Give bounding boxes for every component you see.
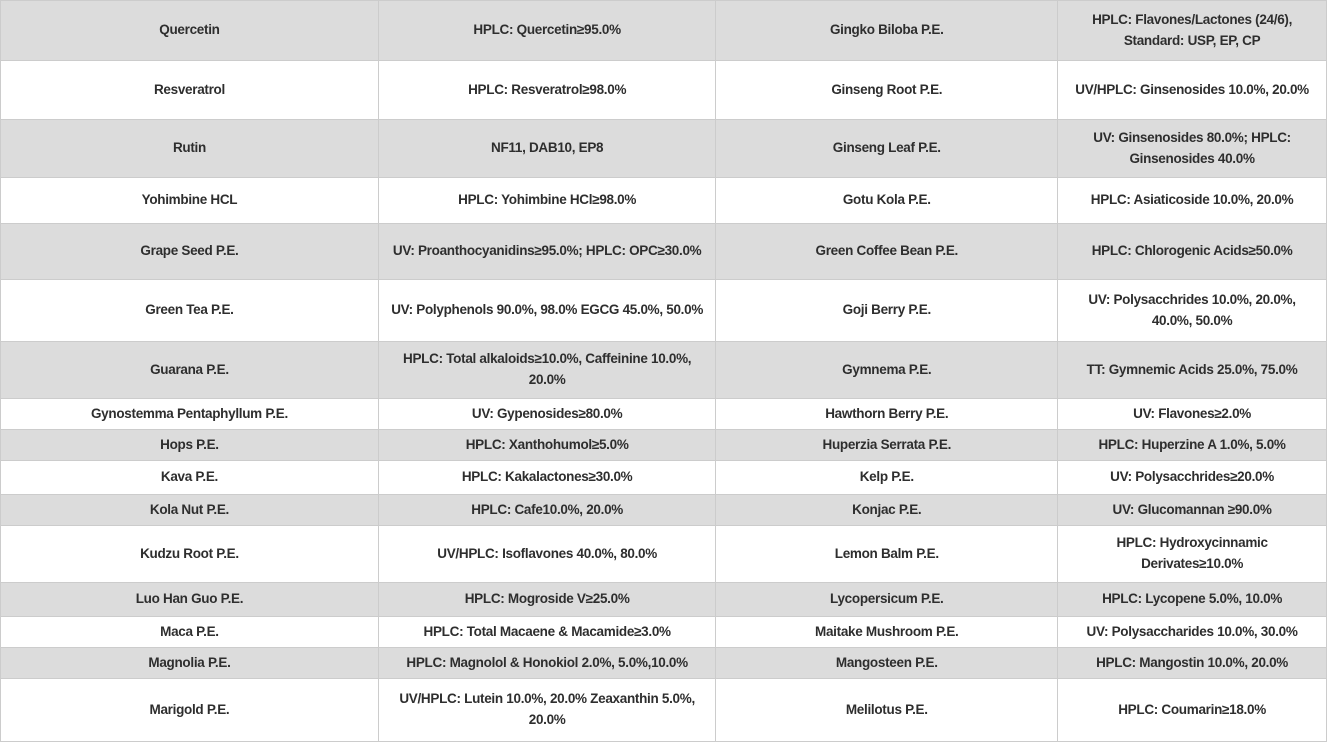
- spec-cell: HPLC: Huperzine A 1.0%, 5.0%: [1058, 430, 1327, 461]
- table-row: Kola Nut P.E. HPLC: Cafe10.0%, 20.0% Kon…: [1, 495, 1327, 526]
- table-row: Magnolia P.E. HPLC: Magnolol & Honokiol …: [1, 648, 1327, 679]
- spec-cell: HPLC: Coumarin≥18.0%: [1058, 679, 1327, 742]
- product-name-cell: Gynostemma Pentaphyllum P.E.: [1, 399, 379, 430]
- spec-cell: HPLC: Kakalactones≥30.0%: [378, 461, 717, 495]
- spec-cell: UV: Proanthocyanidins≥95.0%; HPLC: OPC≥3…: [378, 224, 717, 280]
- spec-cell: HPLC: Quercetin≥95.0%: [378, 1, 717, 61]
- spec-cell: UV/HPLC: Ginsenosides 10.0%, 20.0%: [1058, 61, 1327, 120]
- product-name-cell: Lemon Balm P.E.: [716, 526, 1059, 583]
- table-row: Hops P.E. HPLC: Xanthohumol≥5.0% Huperzi…: [1, 430, 1327, 461]
- product-name-cell: Kudzu Root P.E.: [1, 526, 379, 583]
- product-name-cell: Konjac P.E.: [716, 495, 1059, 526]
- product-name-cell: Luo Han Guo P.E.: [1, 583, 379, 617]
- table-row: Resveratrol HPLC: Resveratrol≥98.0% Gins…: [1, 61, 1327, 120]
- product-name-cell: Grape Seed P.E.: [1, 224, 379, 280]
- product-name-cell: Kelp P.E.: [716, 461, 1059, 495]
- spec-cell: HPLC: Total alkaloids≥10.0%, Caffeinine …: [378, 342, 717, 399]
- product-name-cell: Ginseng Leaf P.E.: [716, 120, 1059, 178]
- spec-cell: UV: Polysacchrides 10.0%, 20.0%, 40.0%, …: [1058, 280, 1327, 342]
- spec-cell: UV: Polysacchrides≥20.0%: [1058, 461, 1327, 495]
- product-name-cell: Maca P.E.: [1, 617, 379, 648]
- product-name-cell: Hops P.E.: [1, 430, 379, 461]
- table-row: Kudzu Root P.E. UV/HPLC: Isoflavones 40.…: [1, 526, 1327, 583]
- spec-cell: UV: Ginsenosides 80.0%; HPLC: Ginsenosid…: [1058, 120, 1327, 178]
- table-row: Gynostemma Pentaphyllum P.E. UV: Gypenos…: [1, 399, 1327, 430]
- product-name-cell: Yohimbine HCL: [1, 178, 379, 224]
- spec-cell: TT: Gymnemic Acids 25.0%, 75.0%: [1058, 342, 1327, 399]
- spec-cell: HPLC: Mogroside V≥25.0%: [378, 583, 717, 617]
- product-name-cell: Ginseng Root P.E.: [716, 61, 1059, 120]
- spec-cell: HPLC: Xanthohumol≥5.0%: [378, 430, 717, 461]
- spec-cell: UV/HPLC: Lutein 10.0%, 20.0% Zeaxanthin …: [378, 679, 717, 742]
- table-row: Maca P.E. HPLC: Total Macaene & Macamide…: [1, 617, 1327, 648]
- product-name-cell: Quercetin: [1, 1, 379, 61]
- spec-cell: HPLC: Magnolol & Honokiol 2.0%, 5.0%,10.…: [378, 648, 717, 679]
- product-name-cell: Magnolia P.E.: [1, 648, 379, 679]
- product-name-cell: Gotu Kola P.E.: [716, 178, 1059, 224]
- table-row: Rutin NF11, DAB10, EP8 Ginseng Leaf P.E.…: [1, 120, 1327, 178]
- spec-cell: UV: Gypenosides≥80.0%: [378, 399, 717, 430]
- product-name-cell: Melilotus P.E.: [716, 679, 1059, 742]
- table-row: Yohimbine HCL HPLC: Yohimbine HCl≥98.0% …: [1, 178, 1327, 224]
- table-row: Luo Han Guo P.E. HPLC: Mogroside V≥25.0%…: [1, 583, 1327, 617]
- spec-cell: NF11, DAB10, EP8: [378, 120, 717, 178]
- spec-cell: HPLC: Lycopene 5.0%, 10.0%: [1058, 583, 1327, 617]
- product-name-cell: Green Coffee Bean P.E.: [716, 224, 1059, 280]
- table-row: Kava P.E. HPLC: Kakalactones≥30.0% Kelp …: [1, 461, 1327, 495]
- product-name-cell: Rutin: [1, 120, 379, 178]
- spec-cell: UV: Polysaccharides 10.0%, 30.0%: [1058, 617, 1327, 648]
- table-row: Grape Seed P.E. UV: Proanthocyanidins≥95…: [1, 224, 1327, 280]
- spec-cell: HPLC: Chlorogenic Acids≥50.0%: [1058, 224, 1327, 280]
- product-name-cell: Resveratrol: [1, 61, 379, 120]
- product-name-cell: Goji Berry P.E.: [716, 280, 1059, 342]
- spec-cell: HPLC: Asiaticoside 10.0%, 20.0%: [1058, 178, 1327, 224]
- table-row: Green Tea P.E. UV: Polyphenols 90.0%, 98…: [1, 280, 1327, 342]
- product-name-cell: Marigold P.E.: [1, 679, 379, 742]
- spec-cell: HPLC: Cafe10.0%, 20.0%: [378, 495, 717, 526]
- table-row: Guarana P.E. HPLC: Total alkaloids≥10.0%…: [1, 342, 1327, 399]
- product-name-cell: Kola Nut P.E.: [1, 495, 379, 526]
- spec-cell: HPLC: Hydroxycinnamic Derivates≥10.0%: [1058, 526, 1327, 583]
- product-name-cell: Green Tea P.E.: [1, 280, 379, 342]
- spec-cell: UV/HPLC: Isoflavones 40.0%, 80.0%: [378, 526, 717, 583]
- spec-cell: HPLC: Resveratrol≥98.0%: [378, 61, 717, 120]
- product-name-cell: Guarana P.E.: [1, 342, 379, 399]
- product-name-cell: Hawthorn Berry P.E.: [716, 399, 1059, 430]
- spec-cell: UV: Polyphenols 90.0%, 98.0% EGCG 45.0%,…: [378, 280, 717, 342]
- spec-cell: UV: Flavones≥2.0%: [1058, 399, 1327, 430]
- product-name-cell: Kava P.E.: [1, 461, 379, 495]
- product-name-cell: Huperzia Serrata P.E.: [716, 430, 1059, 461]
- table-row: Quercetin HPLC: Quercetin≥95.0% Gingko B…: [1, 1, 1327, 61]
- product-name-cell: Mangosteen P.E.: [716, 648, 1059, 679]
- spec-cell: HPLC: Total Macaene & Macamide≥3.0%: [378, 617, 717, 648]
- product-name-cell: Gingko Biloba P.E.: [716, 1, 1059, 61]
- spec-cell: HPLC: Mangostin 10.0%, 20.0%: [1058, 648, 1327, 679]
- product-name-cell: Gymnema P.E.: [716, 342, 1059, 399]
- spec-cell: UV: Glucomannan ≥90.0%: [1058, 495, 1327, 526]
- spec-cell: HPLC: Flavones/Lactones (24/6), Standard…: [1058, 1, 1327, 61]
- table-row: Marigold P.E. UV/HPLC: Lutein 10.0%, 20.…: [1, 679, 1327, 742]
- product-name-cell: Maitake Mushroom P.E.: [716, 617, 1059, 648]
- spec-cell: HPLC: Yohimbine HCl≥98.0%: [378, 178, 717, 224]
- product-name-cell: Lycopersicum P.E.: [716, 583, 1059, 617]
